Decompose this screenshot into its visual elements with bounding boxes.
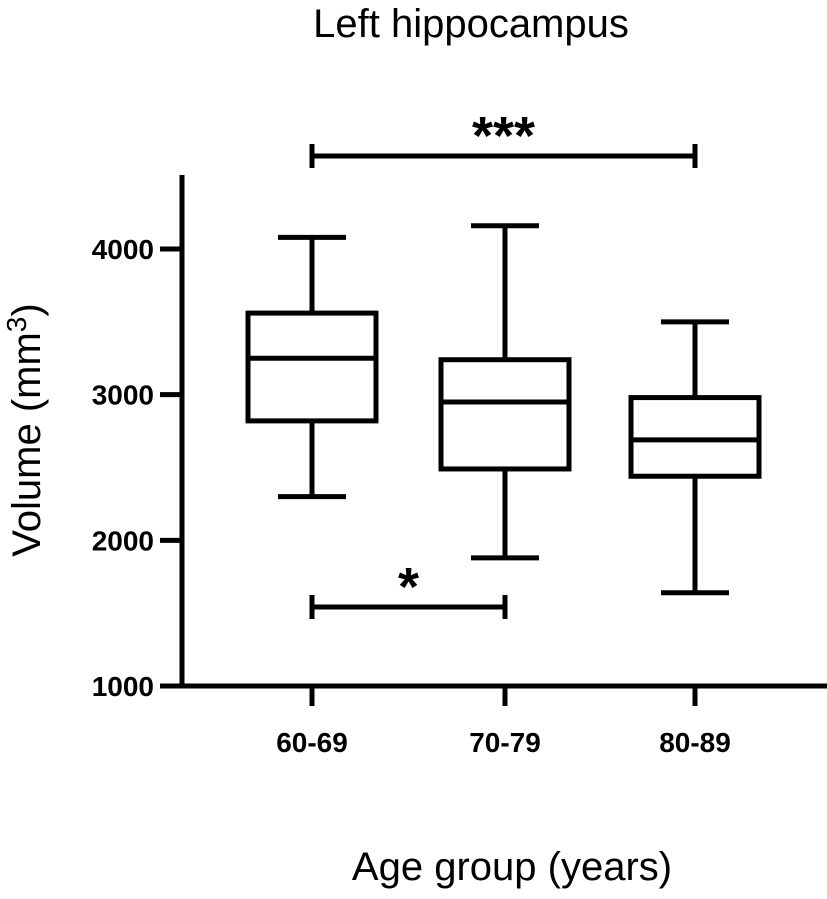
y-axis-title-text: Volume (mm: [5, 332, 49, 557]
y-tick-label: 1000: [92, 671, 154, 702]
y-tick-label: 2000: [92, 525, 154, 556]
iqr-box: [245, 310, 379, 424]
significance-label: ***: [472, 106, 535, 166]
y-tick-label: 4000: [92, 234, 154, 265]
x-tick-label: 70-79: [469, 727, 541, 758]
iqr-box: [438, 357, 572, 472]
y-axis-title-superscript: 3: [1, 317, 32, 333]
x-axis: 60-69 70-79 80-89: [180, 683, 827, 758]
box-80-89: [628, 319, 762, 596]
significance-label: *: [398, 557, 419, 617]
box-group: [245, 223, 762, 596]
significance-group: ****: [309, 106, 698, 619]
chart-title: Left hippocampus: [313, 2, 629, 46]
y-tick-label: 3000: [92, 380, 154, 411]
significance-bracket: *: [309, 557, 508, 619]
x-axis-title: Age group (years): [352, 845, 672, 889]
box-60-69: [245, 234, 379, 500]
y-axis-title: Volume (mm3): [1, 303, 49, 556]
y-axis: 1000 2000 3000 4000: [92, 175, 185, 702]
x-tick-label: 80-89: [659, 727, 731, 758]
iqr-box: [628, 395, 762, 479]
x-tick-label: 60-69: [276, 727, 348, 758]
box-70-79: [438, 223, 572, 561]
significance-bracket: ***: [309, 106, 698, 168]
y-axis-title-suffix: ): [5, 303, 49, 316]
